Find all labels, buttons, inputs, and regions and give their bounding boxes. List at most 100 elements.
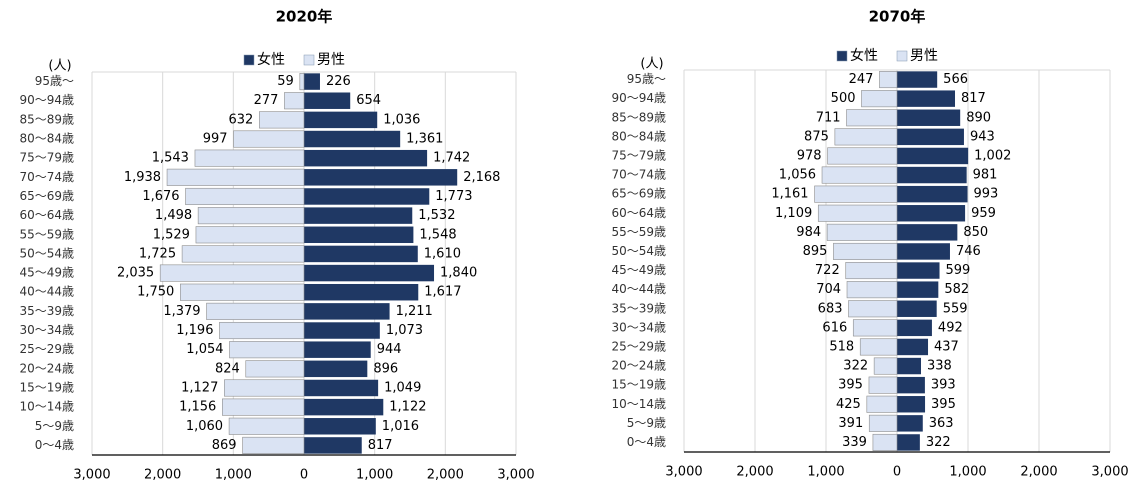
data-label: 1,196 — [176, 323, 213, 338]
bar — [817, 204, 898, 222]
bar — [833, 242, 898, 260]
bar — [304, 303, 390, 320]
data-label: 869 — [212, 438, 237, 453]
bar — [166, 168, 305, 186]
data-label: 226 — [326, 74, 351, 89]
bar — [897, 357, 921, 375]
data-label: 2,168 — [463, 170, 500, 185]
data-label: 1,122 — [389, 400, 426, 415]
bar — [852, 319, 898, 337]
data-label: 1,840 — [440, 266, 477, 281]
data-label: 363 — [929, 416, 954, 431]
bar — [304, 264, 435, 282]
y-tick-label: 55～59歳 — [19, 227, 74, 241]
y-tick-label: 95歳～ — [35, 74, 74, 88]
x-tick-label: 3,000 — [497, 468, 534, 483]
data-label: 875 — [804, 129, 829, 144]
data-label: 1,109 — [775, 206, 812, 221]
y-tick-label: 25～29歳 — [19, 342, 74, 356]
data-label: 1,529 — [153, 227, 190, 242]
data-label: 1,610 — [424, 246, 461, 261]
data-label: 393 — [931, 378, 956, 393]
data-label: 2,035 — [117, 266, 154, 281]
bar — [897, 109, 961, 126]
y-tick-label: 10～14歳 — [19, 400, 74, 414]
bar — [180, 283, 305, 301]
y-tick-label: 45～49歳 — [19, 266, 74, 280]
y-tick-label: 35～39歳 — [611, 301, 666, 315]
bar — [814, 185, 898, 203]
bar — [304, 188, 430, 205]
legend-swatch — [896, 50, 908, 62]
data-label: 1,361 — [406, 132, 443, 147]
data-label: 1,161 — [771, 187, 808, 202]
y-tick-label: 45～49歳 — [611, 263, 666, 277]
data-label: 1,049 — [384, 380, 421, 395]
data-label: 391 — [838, 416, 863, 431]
bar — [224, 379, 305, 397]
y-tick-label: 85～89歳 — [611, 110, 666, 124]
y-tick-label: 50～54歳 — [611, 244, 666, 258]
data-label: 1,773 — [435, 189, 472, 204]
data-label: 722 — [815, 263, 840, 278]
chart-title: 2070年 — [869, 8, 926, 26]
bar — [304, 322, 380, 339]
legend-label: 男性 — [910, 48, 938, 64]
data-label: 425 — [836, 397, 861, 412]
bar — [304, 149, 428, 167]
bar — [866, 395, 898, 413]
bar — [304, 92, 351, 109]
bar — [861, 90, 898, 108]
data-label: 1,211 — [396, 304, 433, 319]
y-tick-label: 50～54歳 — [19, 246, 74, 260]
data-label: 1,073 — [386, 323, 423, 338]
y-tick-label: 75～79歳 — [611, 148, 666, 162]
y-tick-label: 5～9歳 — [627, 416, 666, 430]
x-tick-label: 0 — [893, 465, 901, 480]
bar — [259, 111, 305, 129]
data-label: 896 — [373, 361, 398, 376]
y-tick-label: 35～39歳 — [19, 304, 74, 318]
x-tick-label: 1,000 — [807, 465, 844, 480]
bar — [219, 321, 305, 340]
bar — [897, 166, 967, 184]
legend-swatch — [243, 54, 255, 66]
bar — [821, 166, 898, 184]
data-label: 59 — [277, 74, 294, 89]
bar — [827, 147, 898, 165]
bar — [897, 205, 966, 222]
y-tick-label: 90～94歳 — [611, 91, 666, 105]
y-tick-label: 30～34歳 — [611, 320, 666, 334]
bar — [897, 262, 940, 279]
data-label: 1,617 — [424, 285, 461, 300]
bar — [229, 341, 305, 359]
bar — [304, 245, 418, 263]
data-label: 1,054 — [186, 342, 223, 357]
x-tick-label: 2,000 — [144, 468, 181, 483]
bar — [304, 111, 378, 129]
bar — [304, 379, 379, 397]
data-label: 1,060 — [186, 419, 223, 434]
x-tick-label: 2,000 — [427, 468, 464, 483]
bar — [304, 437, 362, 454]
bar — [897, 185, 968, 203]
data-label: 1,002 — [974, 148, 1011, 163]
bar — [897, 243, 950, 260]
x-tick-label: 3,000 — [73, 468, 110, 483]
data-label: 322 — [843, 359, 868, 374]
bar — [868, 414, 898, 432]
y-tick-label: 30～34歳 — [19, 323, 74, 337]
data-label: 518 — [829, 339, 854, 354]
y-tick-label: 25～29歳 — [611, 339, 666, 353]
y-tick-label: 5～9歳 — [35, 419, 74, 433]
x-tick-label: 2,000 — [1020, 465, 1057, 480]
data-label: 437 — [934, 339, 959, 354]
bar — [897, 434, 920, 451]
bar — [846, 109, 898, 127]
bar — [304, 169, 458, 186]
y-tick-label: 20～24歳 — [611, 359, 666, 373]
data-label: 704 — [816, 282, 841, 297]
y-tick-label: 80～84歳 — [611, 129, 666, 143]
y-tick-label: 15～19歳 — [19, 380, 74, 394]
y-tick-label: 70～74歳 — [611, 168, 666, 182]
